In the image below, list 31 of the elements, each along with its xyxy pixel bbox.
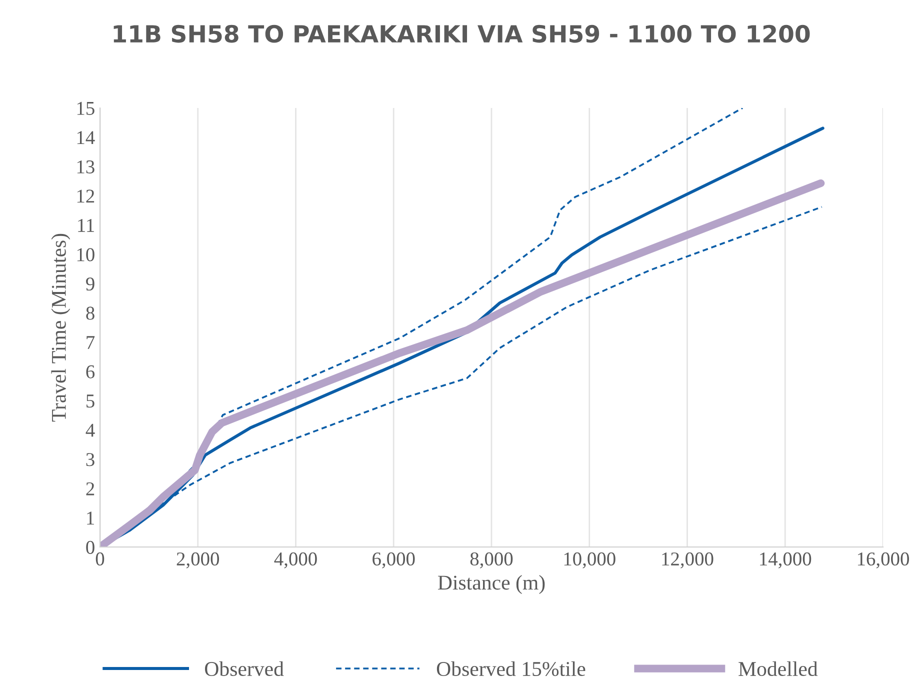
y-tick-label: 11 [78,218,94,232]
chart-title: 11B SH58 TO PAEKAKARIKI VIA SH59 - 1100 TO 1200 [114,24,810,43]
legend-label: Modelled [738,661,818,676]
y-axis-title: Travel Time (Minutes) [51,234,70,422]
x-tick-label: 10,000 [564,552,616,568]
x-tick-label: 2,000 [176,552,220,568]
y-tick-label: 1 [87,512,94,524]
y-tick-label: 14 [77,131,95,144]
x-tick-label: 0 [96,552,104,566]
x-axis-title: Distance (m) [438,575,545,594]
y-tick-label: 4 [86,424,95,437]
y-tick-label: 9 [86,277,94,291]
legend-label: Observed 15%tile [436,661,586,676]
y-tick-label: 13 [77,160,94,174]
x-tick-label: 16,000 [858,552,909,568]
y-tick-label: 12 [77,190,94,203]
y-tick-label: 10 [77,248,94,262]
y-tick-label: 7 [86,336,95,349]
y-tick-label: 5 [86,394,94,408]
x-tick-label: 8,000 [470,552,513,568]
y-tick-label: 15 [77,102,94,115]
x-tick-label: 12,000 [662,552,714,568]
y-tick-label: 3 [86,453,94,466]
y-tick-label: 2 [86,482,94,496]
x-tick-label: 4,000 [274,552,317,568]
y-tick-label: 0 [86,540,94,554]
legend-label: Observed [205,661,284,676]
y-tick-label: 6 [86,365,95,378]
x-tick-label: 6,000 [372,552,415,568]
x-tick-label: 14,000 [760,552,812,568]
y-tick-label: 8 [86,306,94,320]
